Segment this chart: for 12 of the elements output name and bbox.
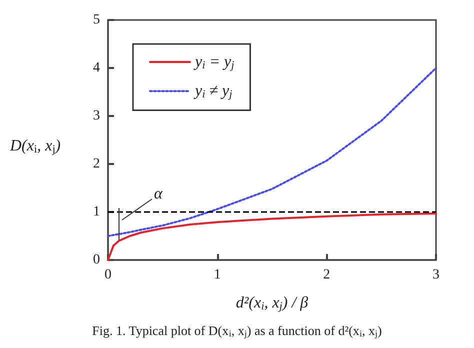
y-tick-label: 3 [93,108,100,124]
x-tick-label: 0 [104,268,112,282]
y-tick-label: 2 [93,156,100,172]
y-tick-label: 5 [93,12,100,28]
x-tick-label: 3 [432,268,440,282]
x-tick-label: 1 [214,268,221,282]
y-tick-label: 1 [93,204,100,220]
y-tick-label: 4 [93,60,100,76]
x-tick-label: 2 [323,268,330,282]
text: Fig. 1. Typical plot of D(xi, xj) as a function of d²(xi, xj) [92,323,382,338]
annotation: α [154,186,163,202]
y-tick-label: 0 [93,252,100,268]
